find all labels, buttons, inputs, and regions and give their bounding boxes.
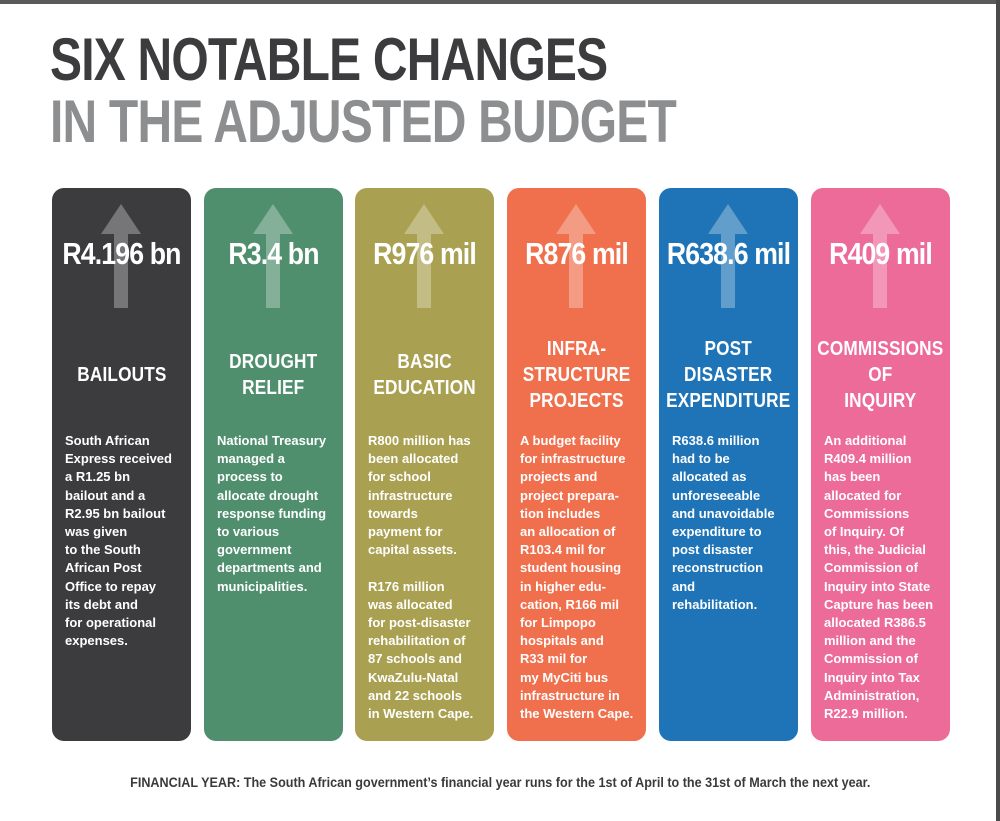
up-arrow-icon xyxy=(253,204,293,308)
card-description: National Treasury managed a process to a… xyxy=(217,433,327,594)
card-infrastructure-projects: R876 mil INFRA- STRUCTURE PROJECTS A bud… xyxy=(507,188,646,741)
card-description: A budget facility for infrastructure pro… xyxy=(520,433,634,722)
up-arrow-icon xyxy=(101,204,141,308)
title-line-2: IN THE ADJUSTED BUDGET xyxy=(50,88,677,155)
card-amount: R976 mil xyxy=(373,236,477,271)
card-basic-education: R976 mil BASIC EDUCATION R800 million ha… xyxy=(355,188,494,741)
card-amount: R3.4 bn xyxy=(228,236,319,271)
up-arrow-icon xyxy=(404,204,444,308)
card-heading: BAILOUTS xyxy=(76,364,167,386)
card-amount: R4.196 bn xyxy=(62,236,181,271)
card-description: South African Express received a R1.25 b… xyxy=(65,433,172,649)
card-amount: R876 mil xyxy=(525,236,629,271)
card-amount: R409 mil xyxy=(829,236,933,271)
card-heading: BASIC EDUCATION xyxy=(373,351,476,399)
card-bailouts: R4.196 bn BAILOUTS South African Express… xyxy=(52,188,191,741)
card-heading: DROUGHT RELIEF xyxy=(229,351,318,399)
right-border xyxy=(996,0,1000,821)
footer-note: FINANCIAL YEAR: The South African govern… xyxy=(129,774,871,790)
up-arrow-icon xyxy=(860,204,900,308)
card-description: R638.6 million had to be allocated as un… xyxy=(672,433,775,612)
up-arrow-icon xyxy=(708,204,748,308)
card-heading: POST DISASTER EXPENDITURE xyxy=(666,338,791,412)
card-post-disaster-expenditure: R638.6 mil POST DISASTER EXPENDITURE R63… xyxy=(659,188,798,741)
card-description: R800 million has been allocated for scho… xyxy=(368,433,474,722)
title-line-1: SIX NOTABLE CHANGES xyxy=(50,26,608,93)
card-heading: INFRA- STRUCTURE PROJECTS xyxy=(522,338,631,412)
card-commissions-of-inquiry: R409 mil COMMISSIONS OF INQUIRY An addit… xyxy=(811,188,950,741)
up-arrow-icon xyxy=(556,204,596,308)
card-heading: COMMISSIONS OF INQUIRY xyxy=(817,338,944,412)
card-drought-relief: R3.4 bn DROUGHT RELIEF National Treasury… xyxy=(204,188,343,741)
card-description: An additional R409.4 million has been al… xyxy=(824,433,934,722)
card-amount: R638.6 mil xyxy=(666,236,791,271)
top-border xyxy=(0,0,1000,4)
budget-cards: R4.196 bn BAILOUTS South African Express… xyxy=(52,188,950,741)
